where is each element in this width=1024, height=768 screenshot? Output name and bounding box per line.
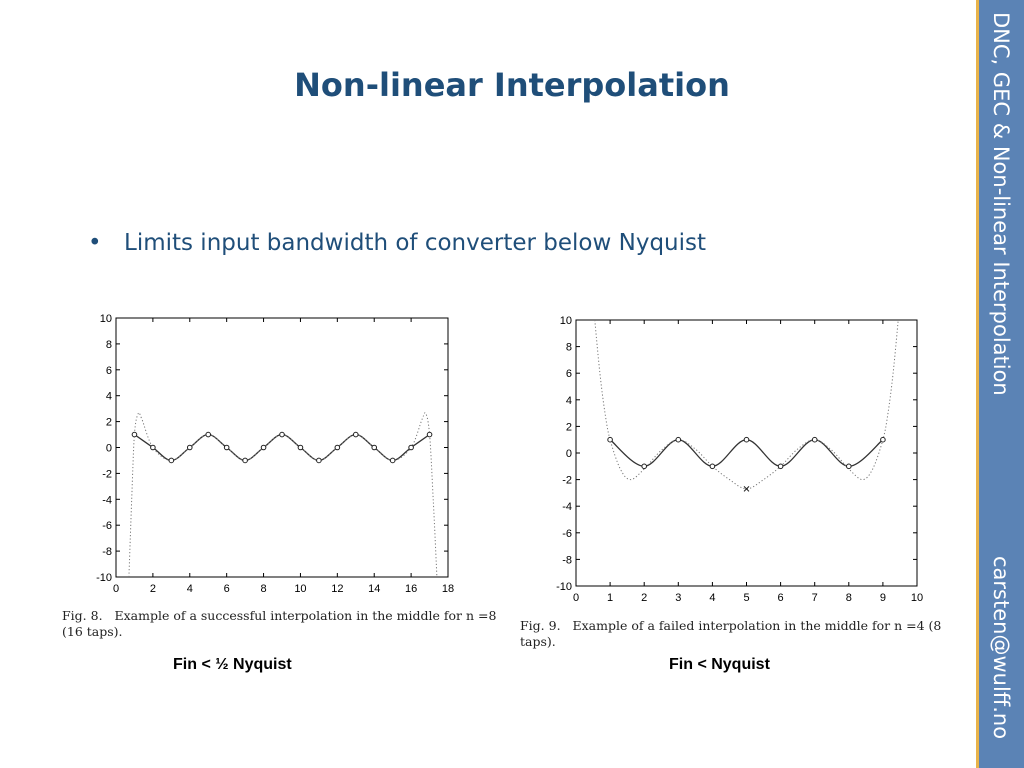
y-tick-label: 2 [566, 421, 572, 433]
sample-point [334, 444, 341, 451]
y-tick-label: 8 [566, 342, 572, 354]
sample-point [389, 457, 396, 464]
series-dotted-line [594, 320, 899, 490]
y-tick-label: -4 [102, 494, 112, 506]
plot-area: 0 1 2 3 4 5 6 7 8 9 10 10 8 6 4 2 0 -2 -4 -6 -8 -10 [556, 315, 923, 604]
x-tick-label: 7 [812, 592, 818, 604]
sample-point [426, 431, 433, 438]
y-tick-label: 2 [106, 417, 112, 429]
sample-point [371, 444, 378, 451]
y-tick-label: -6 [102, 520, 112, 532]
sample-point [709, 463, 716, 470]
x-tick-label: 10 [294, 583, 306, 595]
y-tick-label: 0 [566, 448, 572, 460]
bullet-marker: • [88, 230, 102, 256]
x-tick-label: 12 [331, 583, 343, 595]
sidebar-band [976, 0, 1024, 768]
sample-point [131, 431, 138, 438]
series-interpolated-line [609, 439, 884, 467]
plot-area: 0 2 4 6 8 10 12 14 16 18 10 8 6 4 2 0 -2 -4 -6 -8 -10 [96, 313, 454, 595]
y-tick-label: -8 [102, 546, 112, 558]
slide-title: Non-linear Interpolation [294, 66, 730, 104]
sample-point [811, 436, 818, 443]
sample-point [408, 444, 414, 451]
x-tick-label: 1 [607, 592, 613, 604]
x-tick-label: 18 [442, 583, 454, 595]
figure-caption-fig9: Fig. 9. Example of a failed interpolatio… [520, 618, 960, 650]
bullet-text: Limits input bandwidth of converter belo… [124, 230, 707, 256]
x-tick-label: 8 [846, 592, 852, 604]
bullet-item: • Limits input bandwidth of converter bel… [88, 230, 706, 256]
caption-text: Example of a successful interpolation in… [62, 608, 497, 639]
y-tick-label: 6 [106, 365, 112, 377]
y-tick-label: 8 [106, 339, 112, 351]
x-tick-label: 8 [260, 583, 266, 595]
sample-point [168, 457, 175, 464]
sample-point [297, 444, 304, 451]
sample-point [846, 463, 852, 470]
x-tick-label: 4 [187, 583, 193, 595]
x-tick-label: 0 [573, 592, 579, 604]
y-tick-label: -8 [562, 554, 572, 566]
caption-prefix: Fig. 8. [62, 608, 103, 623]
y-tick-label: 6 [566, 368, 572, 380]
interpolation-chart-fig8: 0 2 4 6 8 10 12 14 16 18 10 8 6 4 2 0 -2 -4 -6 -8 -10 [96, 313, 454, 595]
figure-caption-fig8: Fig. 8. Example of a successful interpol… [62, 608, 502, 640]
y-tick-label: -4 [562, 501, 572, 513]
x-tick-label: 5 [743, 592, 749, 604]
sample-point [675, 436, 682, 443]
series-interpolated-line [134, 433, 430, 462]
x-tick-label: 0 [113, 583, 119, 595]
x-tick-label: 6 [778, 592, 784, 604]
x-tick-label: 4 [709, 592, 715, 604]
x-tick-label: 6 [224, 583, 230, 595]
y-tick-label: -6 [562, 528, 572, 540]
y-tick-label: -2 [102, 468, 112, 480]
x-tick-label: 9 [880, 592, 886, 604]
series-dotted-line [128, 412, 438, 577]
sample-point [316, 457, 322, 464]
plot-frame [115, 317, 449, 578]
plot-frame [575, 319, 918, 587]
x-tick-label: 10 [911, 592, 923, 604]
y-tick-label: 10 [100, 313, 112, 325]
y-tick-label: 0 [106, 443, 112, 455]
interpolation-chart-fig9: 0 1 2 3 4 5 6 7 8 9 10 10 8 6 4 2 0 -2 -4 -6 -8 -10 [556, 315, 923, 604]
figure-label-fig8: Fin < ½ Nyquist [173, 656, 292, 673]
x-tick-label: 14 [368, 583, 380, 595]
sample-point [777, 463, 784, 470]
sample-point [242, 457, 248, 464]
sample-point [150, 444, 156, 451]
sample-point [205, 431, 212, 438]
x-tick-label: 3 [675, 592, 681, 604]
sample-point [641, 463, 647, 470]
y-tick-label: -2 [562, 475, 572, 487]
caption-prefix: Fig. 9. [520, 618, 561, 633]
y-tick-label: -10 [96, 572, 112, 584]
x-tick-label: 16 [405, 583, 417, 595]
failed-point-marker [743, 486, 750, 492]
sample-point [352, 431, 359, 438]
sidebar-title: DNC, GEC & Non-linear Interpolation [989, 12, 1013, 396]
sidebar-email: carsten@wulff.no [989, 556, 1013, 740]
sample-point [607, 436, 613, 443]
y-tick-label: 4 [566, 395, 572, 407]
figure-label-fig9: Fin < Nyquist [669, 656, 770, 673]
y-tick-label: 10 [560, 315, 572, 327]
sample-point [223, 444, 230, 451]
x-tick-label: 2 [150, 583, 156, 595]
sample-point [279, 431, 285, 438]
sample-point [260, 444, 267, 451]
y-tick-label: -10 [556, 581, 572, 593]
sample-point [880, 436, 886, 443]
caption-text: Example of a failed interpolation in the… [520, 618, 942, 649]
sample-point [186, 444, 193, 451]
x-tick-label: 2 [641, 592, 647, 604]
y-tick-label: 4 [106, 391, 112, 403]
sample-point [743, 436, 750, 443]
